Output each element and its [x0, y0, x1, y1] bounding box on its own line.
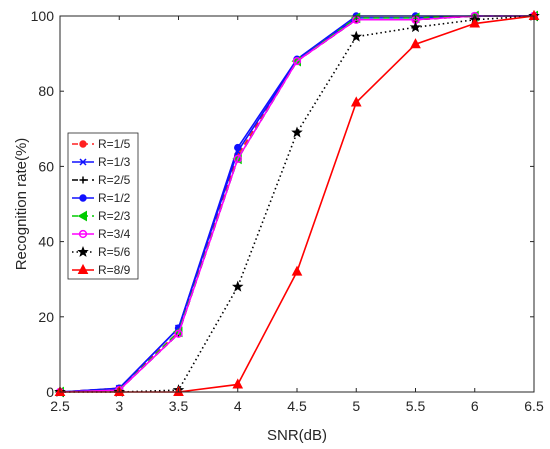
data-point [174, 329, 183, 338]
data-point [409, 21, 422, 33]
legend-entry: R=1/5 [72, 137, 131, 151]
x-axis-label: SNR(dB) [267, 427, 327, 444]
legend-entry: R=1/3 [72, 155, 131, 169]
legend-entry: R=1/2 [72, 191, 131, 205]
y-tick-label: 100 [31, 8, 55, 24]
legend-entry: R=5/6 [72, 245, 131, 259]
legend-label: R=5/6 [98, 245, 131, 259]
legend-entry: R=2/3 [72, 209, 131, 223]
legend-label: R=2/5 [98, 173, 131, 187]
x-tick-label: 5.5 [406, 398, 426, 414]
data-point [234, 143, 242, 152]
data-point [291, 265, 303, 276]
legend-marker [77, 263, 89, 274]
x-tick-label: 4.5 [287, 398, 307, 414]
data-point [231, 280, 244, 292]
tick-layer: 2.5 3 3.5 4 4.5 5 5.5 6 6.5 0 20 40 60 80 100 [31, 8, 544, 414]
y-tick-label: 60 [38, 158, 54, 174]
data-point [410, 38, 421, 49]
x-tick-label: 3.5 [169, 398, 189, 414]
y-tick-label: 80 [38, 83, 54, 99]
legend-label: R=1/5 [98, 137, 131, 151]
legend-label: R=8/9 [98, 263, 131, 277]
legend-marker [79, 140, 87, 148]
data-point [350, 30, 363, 42]
data-point [292, 56, 302, 66]
legend-marker [79, 194, 87, 202]
x-tick-label: 4 [234, 398, 242, 414]
data-point [232, 378, 244, 389]
legend-entry: R=3/4 [72, 227, 131, 241]
x-tick-label: 5 [352, 398, 360, 414]
data-point [469, 17, 481, 28]
x-tick-label: 6.5 [524, 398, 544, 414]
x-tick-label: 2.5 [50, 398, 70, 414]
y-tick-label: 20 [38, 309, 54, 325]
series-line [59, 15, 534, 393]
y-tick-label: 0 [46, 384, 54, 400]
x-tick-label: 3 [115, 398, 123, 414]
legend-box [67, 132, 139, 280]
plot-background [60, 16, 534, 392]
data-point [291, 126, 303, 138]
legend-marker [77, 210, 87, 222]
legend-label: R=1/3 [98, 155, 131, 169]
legend-marker [79, 176, 87, 184]
data-point [233, 154, 242, 164]
legend-label: R=1/2 [98, 191, 131, 205]
legend-label: R=2/3 [98, 209, 131, 223]
x-tick-label: 6 [471, 398, 479, 414]
legend-marker [79, 158, 87, 166]
y-tick-label: 40 [38, 234, 54, 250]
legend-label: R=3/4 [98, 227, 131, 241]
legend-entry: R=8/9 [72, 263, 131, 277]
legend-marker [77, 245, 89, 257]
legend-entry: R=2/5 [72, 173, 131, 187]
legend: R=1/5 R=1/3 R=2/5 R=1/2 R=2/3 R=3/4 R=5/6 R=8/9 [67, 132, 139, 280]
data-point [350, 96, 362, 107]
legend-marker [78, 229, 88, 239]
y-axis-label: Recognition rate(%) [13, 138, 30, 271]
